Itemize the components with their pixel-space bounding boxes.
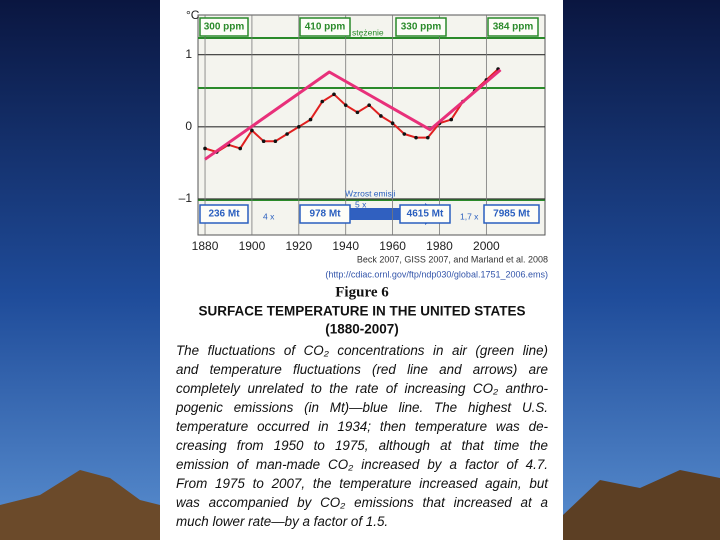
annotation-box: [399, 204, 451, 224]
y-tick-label: 0: [185, 119, 192, 133]
data-point: [238, 146, 243, 151]
mountain: [0, 470, 160, 540]
x-tick-label: 1900: [239, 239, 266, 253]
data-point: [449, 117, 454, 122]
x-tick-label: 2000: [473, 239, 500, 253]
x-tick-label: 1940: [332, 239, 359, 253]
caption-line: The fluctuations of CO₂ concentrations i…: [176, 343, 548, 358]
data-point: [332, 92, 336, 97]
data-point: [414, 135, 418, 140]
annotation: 410 ppm: [305, 22, 346, 33]
annotation-box: [395, 17, 447, 37]
annotation: 236 Mt: [208, 209, 240, 220]
trend-line: [204, 68, 502, 161]
annotation: 4 x: [263, 211, 275, 221]
plot-area: [197, 14, 546, 236]
caption-line: pogenic emissions (in Mt)—blue line. The…: [176, 400, 548, 415]
x-tick-label: 1880: [192, 239, 219, 253]
annotation-box: [199, 204, 249, 224]
caption-line: much lower rate—by a factor of 1.5.: [176, 514, 389, 529]
data-point: [261, 139, 266, 144]
annotation: 1,7 x: [460, 211, 479, 221]
annotation: 300 ppm: [204, 22, 245, 33]
annotation-box: [299, 17, 351, 37]
caption-line: temperature occurred in 1934; then tempe…: [176, 419, 548, 434]
annotation-box: [199, 17, 249, 37]
data-point: [343, 103, 348, 107]
caption-line: From 1975 to 2007, the temperature incre…: [176, 476, 548, 491]
annotation: 330 ppm: [401, 22, 442, 33]
data-point: [367, 103, 371, 107]
data-point: [390, 121, 395, 125]
annotation-box: [299, 204, 351, 224]
caption-line: creasing from 1950 to 1975, although at …: [176, 438, 548, 453]
annotation: 4615 Mt: [407, 209, 444, 220]
caption-line: emission of man-made CO₂ increased by a …: [176, 457, 548, 472]
caption-line: was accompanied by CO₂ emissions that in…: [176, 495, 548, 510]
x-tick-label: 1920: [285, 239, 312, 253]
caption-line: and temperature fluctuations (red line a…: [176, 362, 548, 377]
annotation: Wzrost emisji: [345, 188, 396, 198]
annotation: 978 Mt: [309, 209, 341, 220]
annotation: 5 x: [355, 199, 367, 209]
data-point: [355, 110, 360, 115]
x-tick-label: 1960: [379, 239, 406, 253]
caption-line: completely unrelated to the rate of incr…: [176, 381, 548, 396]
data-point: [320, 99, 325, 104]
data-point: [203, 146, 207, 151]
source-url: (http://cdiac.ornl.gov/ftp/ndp030/global…: [325, 269, 548, 279]
data-point: [250, 128, 254, 133]
y-tick-label: –1: [179, 191, 193, 205]
data-point: [379, 114, 383, 118]
chart-subtitle: (1880-2007): [325, 322, 399, 337]
data-point: [273, 139, 278, 144]
data-point: [402, 132, 407, 136]
y-tick-label: 1: [185, 47, 192, 61]
chart-title: SURFACE TEMPERATURE IN THE UNITED STATES: [198, 304, 525, 319]
mountain: [563, 470, 720, 540]
annotation: stężenie: [352, 27, 384, 37]
caption: The fluctuations of CO₂ concentrations i…: [176, 341, 548, 531]
annotation: 7985 Mt: [493, 209, 530, 220]
figure-label: Figure 6: [335, 284, 389, 300]
data-point: [308, 117, 313, 122]
source: Beck 2007, GISS 2007, and Marland et al.…: [357, 254, 548, 264]
y-axis-label: °C: [186, 8, 200, 22]
temperature-line: [204, 68, 499, 153]
annotation-box: [487, 17, 539, 37]
annotation: 384 ppm: [493, 22, 534, 33]
x-tick-label: 1980: [426, 239, 453, 253]
data-point: [297, 125, 301, 129]
annotation-box: [483, 204, 540, 224]
data-point: [425, 135, 430, 140]
data-point: [285, 132, 289, 136]
